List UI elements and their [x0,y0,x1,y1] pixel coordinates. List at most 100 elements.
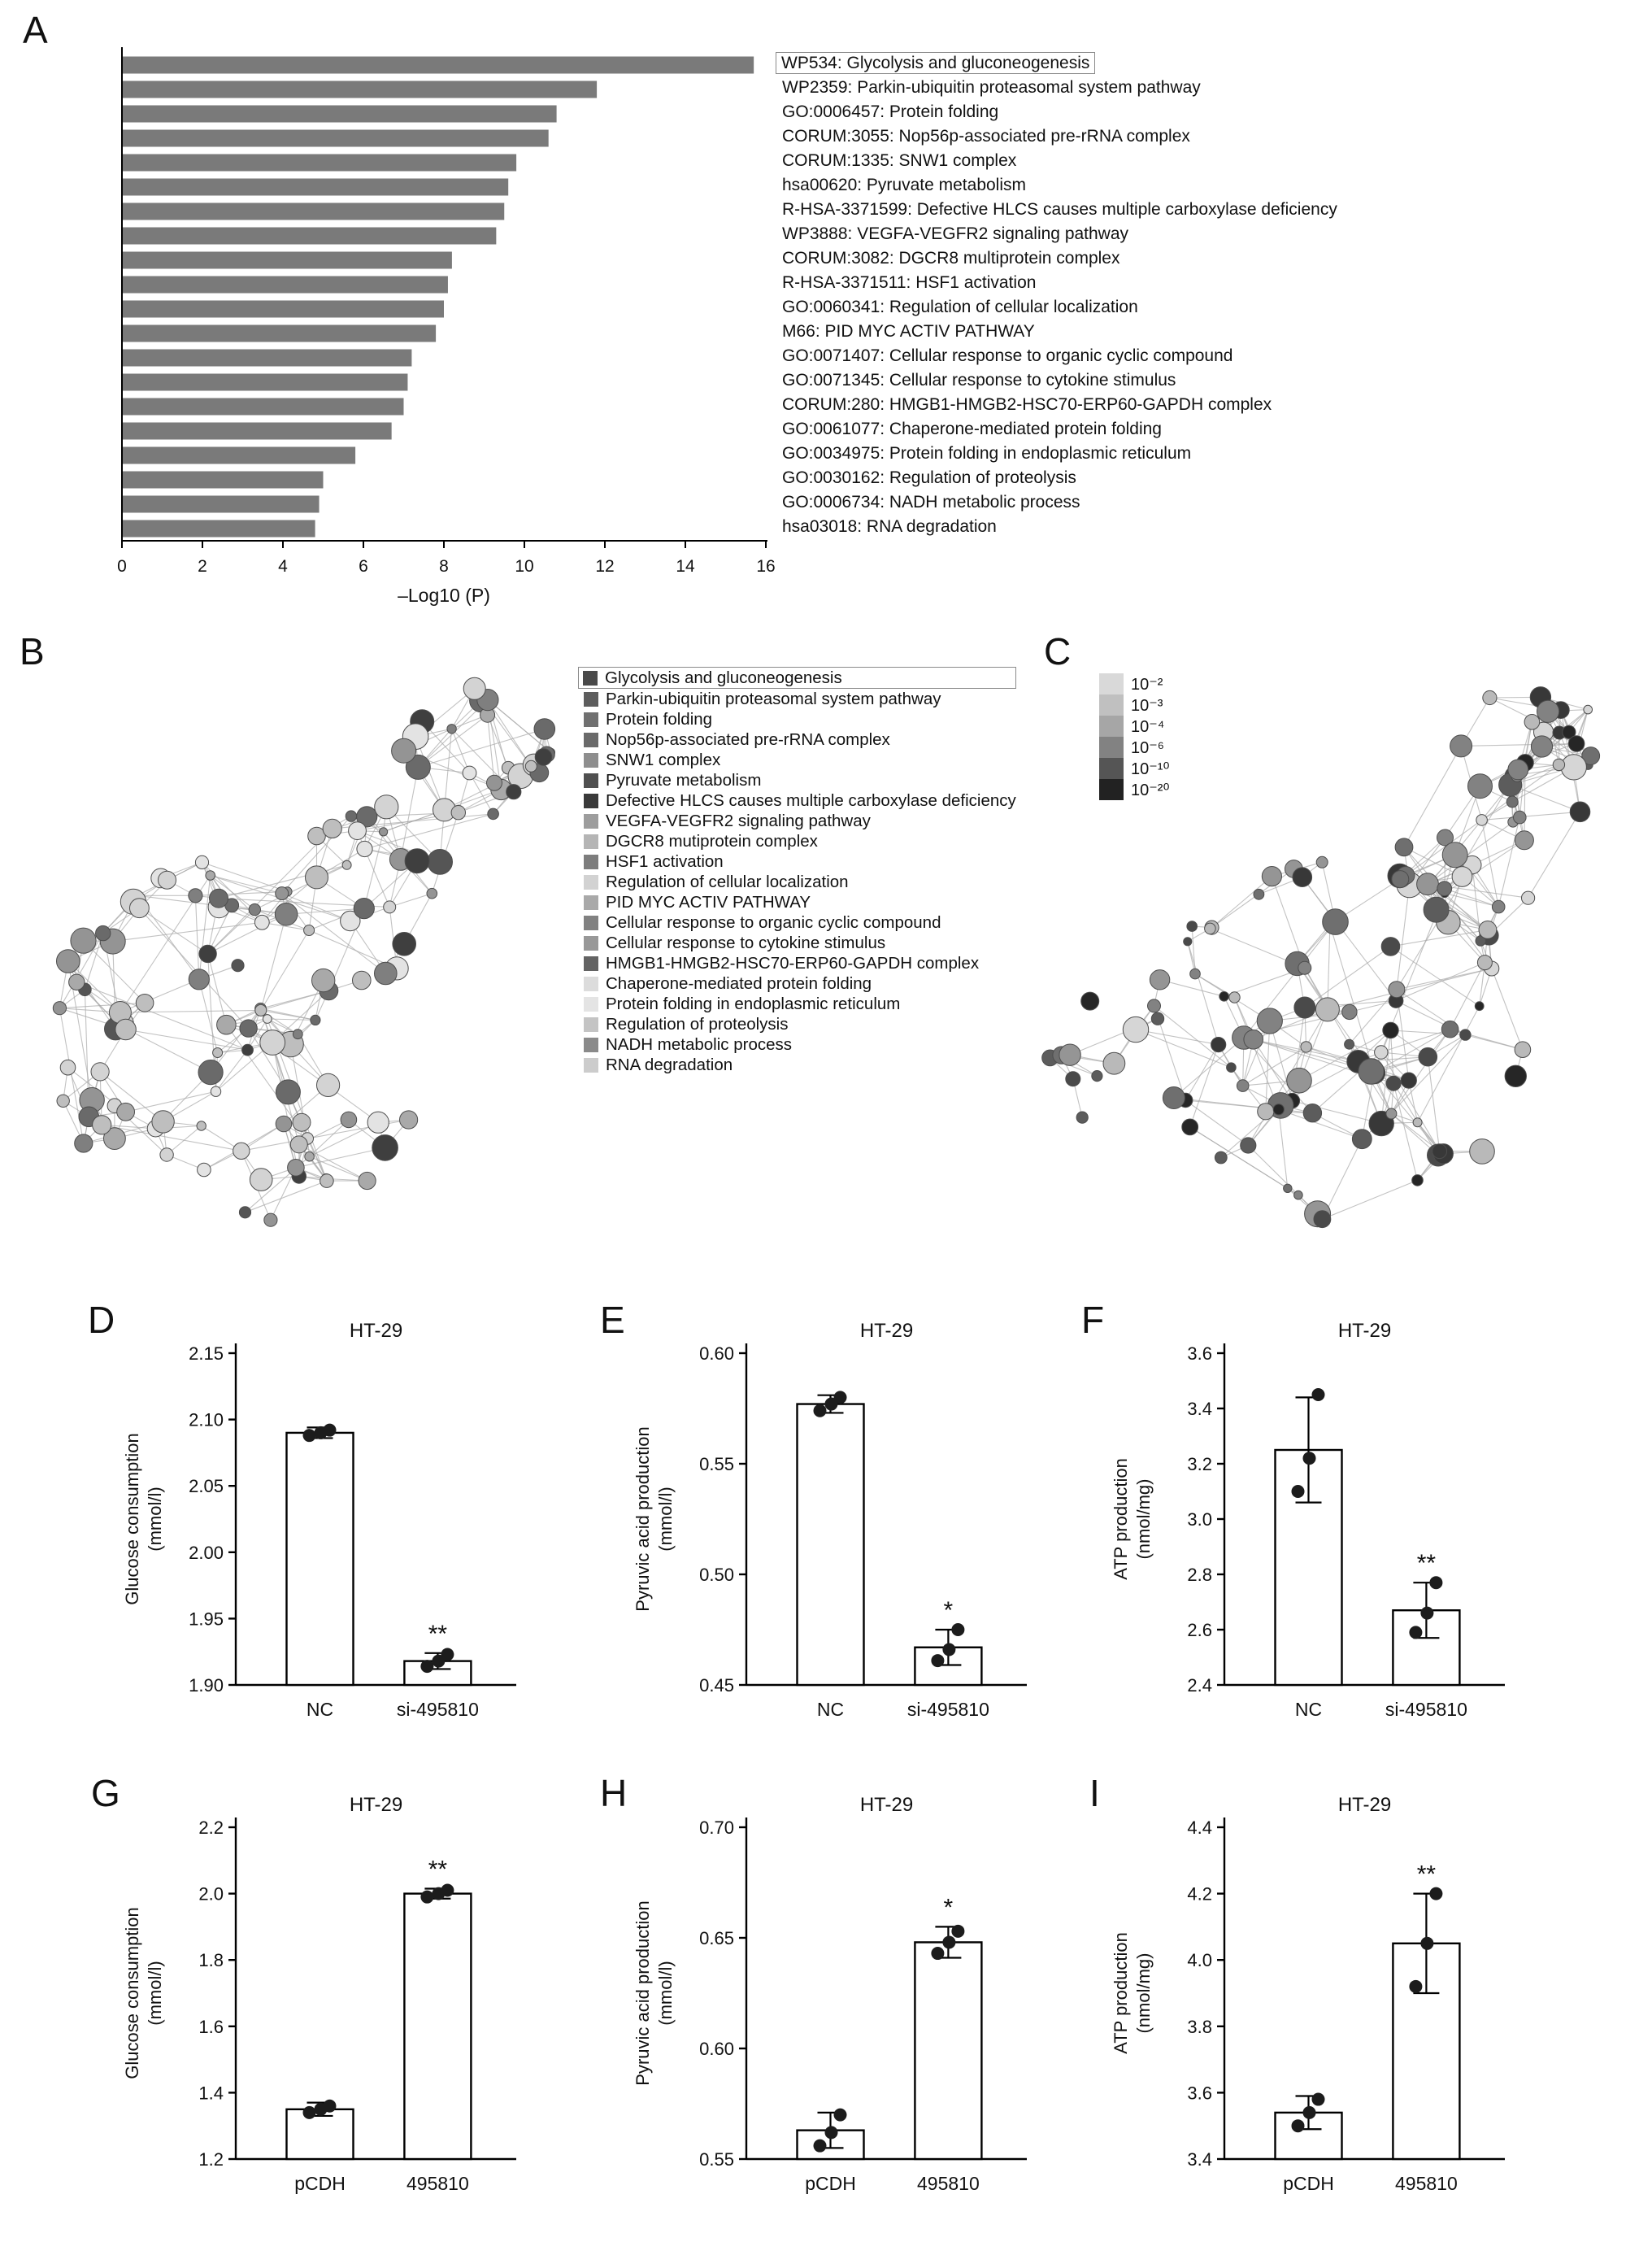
pvalue-label: 10⁻³ [1131,696,1163,715]
y-axis-unit: (mmol/l) [655,1487,676,1551]
pvalue-legend-item: 10⁻² [1099,673,1169,694]
panel-d-letter: D [88,1299,115,1341]
legend-color-swatch [584,732,598,747]
data-point [420,1890,434,1904]
chart-title: HT-29 [1338,1320,1391,1342]
svg-text:10: 10 [515,557,533,576]
legend-color-swatch [584,1037,598,1052]
network-node [92,1115,112,1135]
pathway-label: GO:0071345: Cellular response to cytokin… [782,371,1176,390]
data-point [951,1623,965,1636]
legend-color-swatch [583,670,598,686]
network-node [450,805,466,821]
network-node [320,1173,334,1188]
network-node [1150,1012,1165,1025]
pvalue-legend-item: 10⁻³ [1099,694,1169,716]
chart-title: HT-29 [1338,1794,1391,1816]
pyruvic-acid-chart-knockdown: HT-29 0.45 0.50 0.55 0.60 Pyruvic acid produc… [633,1320,1027,1720]
data-point [833,1391,847,1404]
pvalue-label: 10⁻⁴ [1131,717,1165,736]
pvalue-legend-item: 10⁻¹⁰ [1099,758,1169,779]
svg-text:8: 8 [439,557,449,576]
svg-text:2.2: 2.2 [198,1817,224,1838]
enrichment-bar [122,300,444,318]
significance-marker: ** [1417,1861,1437,1888]
data-point [813,2139,827,2153]
network-node [1214,1151,1228,1165]
legend-label: Glycolysis and gluconeogenesis [605,668,842,687]
network-node [374,961,398,986]
panel-b-letter: B [20,630,45,673]
network-node [1076,1111,1089,1124]
network-node [1374,1045,1389,1060]
enrichment-bar [122,495,320,513]
enrichment-bar [122,56,754,74]
network-node [262,1014,272,1024]
network-node [1059,1043,1081,1066]
network-node [311,968,336,993]
pvalue-label: 10⁻¹⁰ [1131,760,1170,778]
pathway-label: hsa03018: RNA degradation [782,517,997,536]
data-point [441,1648,454,1661]
network-node [1467,773,1493,799]
legend-color-swatch [584,752,598,768]
pathway-label: CORUM:280: HMGB1-HMGB2-HSC70-ERP60-GAPDH… [782,395,1272,414]
x-category-label: 495810 [1395,2173,1458,2194]
network-node [1226,1062,1237,1073]
legend-color-swatch [584,874,598,890]
network-node [1394,838,1414,857]
pathway-label: WP3888: VEGFA-VEGFR2 signaling pathway [782,224,1129,243]
significance-marker: ** [1417,1550,1437,1577]
network-node [239,1019,258,1038]
x-category-label: si-495810 [1385,1699,1467,1720]
network-node [90,1062,110,1082]
network-node [1475,935,1486,947]
data-point [1420,1606,1434,1620]
pathway-label: CORUM:3082: DGCR8 multiprotein complex [782,249,1120,268]
network-node [1411,1174,1424,1186]
svg-text:0.45: 0.45 [699,1675,734,1696]
data-point [1291,1485,1305,1498]
mean-bar [403,1892,472,2161]
chart-title: HT-29 [860,1320,913,1342]
network-node [340,910,361,932]
legend-color-swatch [584,691,598,707]
network-node [216,1014,237,1035]
enrichment-bar [122,422,392,440]
legend-label: Pyruvate metabolism [606,770,762,790]
y-axis-unit: (mmol/l) [145,1487,165,1551]
svg-text:0: 0 [117,557,127,576]
legend-label: RNA degradation [606,1055,733,1074]
network-node [1300,1041,1312,1053]
network-node [1358,1058,1385,1085]
network-node [198,944,217,964]
network-node [1581,747,1601,765]
network-node [341,860,352,870]
significance-marker: * [944,1597,954,1624]
network-node [1569,801,1591,823]
pathway-label: GO:0006457: Protein folding [782,102,999,121]
network-node [103,1127,126,1150]
pvalue-color-swatch [1099,694,1124,716]
panel-i-letter: I [1089,1772,1100,1814]
legend-color-swatch [584,935,598,951]
network-node [1491,899,1506,914]
pathway-label: R-HSA-3371511: HSF1 activation [782,273,1037,292]
panel-f-letter: F [1081,1299,1105,1341]
enrichment-bar [122,276,448,294]
network-node [405,754,431,780]
network-node [1514,1041,1532,1059]
network-node [1521,890,1536,905]
network-node [205,870,215,881]
network-node [348,821,367,841]
x-category-label: 495810 [406,2173,469,2194]
network-node [196,1121,206,1131]
data-point [1302,2105,1316,2119]
network-node [487,808,499,821]
network-node [1181,1118,1199,1136]
enrichment-bar [122,81,598,98]
legend-color-swatch [584,712,598,727]
network-node [446,724,457,734]
significance-marker: * [944,1894,954,1921]
svg-text:3.2: 3.2 [1187,1454,1212,1474]
